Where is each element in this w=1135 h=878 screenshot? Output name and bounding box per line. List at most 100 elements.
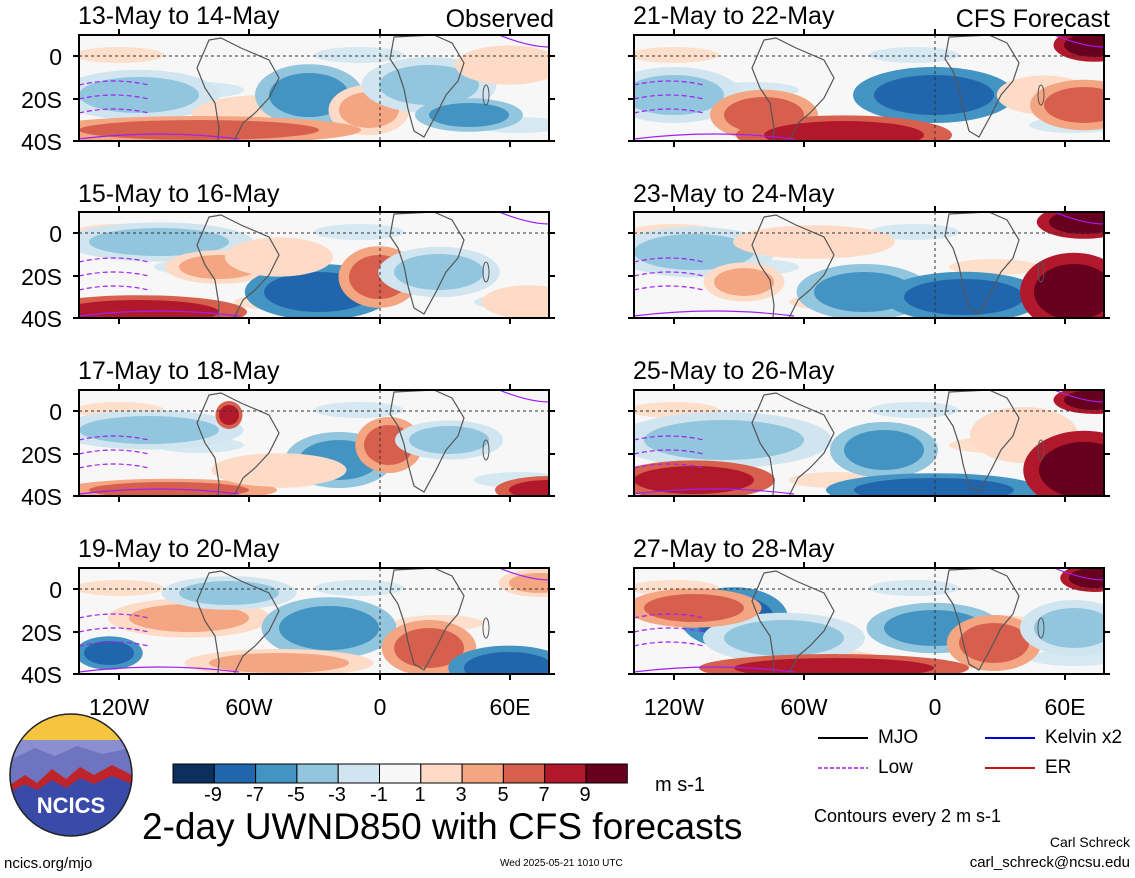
anomaly-blob [79,416,219,444]
colorbar-units: m s-1 [655,774,705,796]
low-contour [79,613,150,619]
anomaly-blob [394,628,464,668]
anomaly-streak [869,47,959,63]
anomaly-blob [1064,35,1104,57]
low-contour [1053,568,1104,581]
panel-frame [78,389,550,497]
anomaly-streak [314,580,404,596]
anomaly-blob [79,77,199,113]
panel-title: 19-May to 20-May [78,535,280,563]
anomaly-blob [1039,442,1104,496]
south-america-outline [751,570,835,674]
anomaly-blob [79,120,319,140]
legend-label-low: Low [878,757,913,778]
cfs-forecast-label: CFS Forecast [955,5,1110,33]
anomaly-streak [79,47,164,63]
observed-label: Observed [445,5,554,33]
logo-text: NCICS [37,793,105,818]
panel-title: 15-May to 16-May [78,180,280,208]
anomaly-blob [764,121,924,141]
map-panel [73,206,555,324]
south-america-outline [751,214,835,318]
low-contour [79,80,150,86]
anomaly-blob [634,234,754,270]
anomaly-blob [469,51,549,79]
anomaly-blob [509,480,549,496]
south-america-outline [751,392,835,496]
anomaly-blob [634,466,754,494]
anomaly-blob [129,604,249,632]
madagascar-outline [1037,439,1045,461]
lon-label: 0 [373,694,387,720]
anomaly-blob [464,652,549,674]
lat-label: 0 [49,577,62,603]
anomaly-blob [1069,568,1104,588]
low-contour [79,463,150,469]
anomaly-streak [314,47,404,63]
colorbar-swatch [585,763,628,784]
colorbar-label: 3 [455,784,467,806]
low-contour [634,449,705,455]
lon-label: 120W [643,694,705,720]
lat-label: 40S [21,662,62,688]
colorbar-swatch [379,763,422,784]
map-panel [73,29,555,147]
low-contour [634,133,795,140]
anomaly-blob [904,279,1024,315]
anomaly-blob [644,594,744,622]
anomaly-blob [239,243,319,271]
low-contour [634,613,705,619]
africa-outline [389,568,465,671]
africa-outline [389,390,465,493]
madagascar-outline [482,617,490,639]
anomaly-blob [269,73,349,117]
anomaly-streak [949,259,1039,275]
africa-outline [944,568,1020,671]
anomaly-blob [179,581,279,605]
low-contour [498,568,549,581]
madagascar-outline [1037,84,1045,106]
panel-title: 25-May to 26-May [633,357,835,385]
africa-outline [944,212,1020,315]
lat-label: 20S [21,264,62,290]
anomaly-blob [379,65,479,105]
lat-label: 0 [49,221,62,247]
lat-label: 40S [21,129,62,155]
low-contour [498,212,549,225]
low-contour [79,641,150,647]
colorbar-label: -7 [246,784,264,806]
south-america-outline [196,392,280,496]
lat-label: 40S [21,306,62,332]
lon-label: 60E [1044,694,1086,720]
map-panel [628,384,1110,502]
map-panel [628,29,1110,147]
colorbar-swatch [296,763,339,784]
panel-title: 21-May to 22-May [633,2,835,30]
anomaly-blob [509,573,549,593]
colorbar-label: -3 [328,784,346,806]
low-contour [1053,390,1104,403]
low-contour [1053,35,1104,48]
panel-title: 17-May to 18-May [78,357,280,385]
lat-label: 20S [21,87,62,113]
legend-label-kelvin: Kelvin x2 [1045,727,1123,748]
south-america-outline [196,214,280,318]
legend-label-er: ER [1045,757,1072,778]
anomaly-blob [1034,264,1104,318]
low-contour [79,271,150,277]
low-contour [79,310,240,317]
figure-title: 2-day UWND850 with CFS forecasts [142,806,743,847]
colorbar-label: 5 [497,784,509,806]
lat-label: 0 [49,44,62,70]
anomaly-blob [854,478,1014,496]
anomaly-blob [724,620,844,656]
anomaly-blob [714,268,774,296]
anomaly-blob [874,75,994,115]
anomaly-blob [89,228,229,256]
madagascar-outline [1037,617,1045,639]
panel-frame [633,211,1105,319]
low-contour [634,257,705,263]
anomaly-blob [1034,608,1104,648]
lon-label: 60W [225,694,273,720]
anomaly-blob [494,290,549,314]
